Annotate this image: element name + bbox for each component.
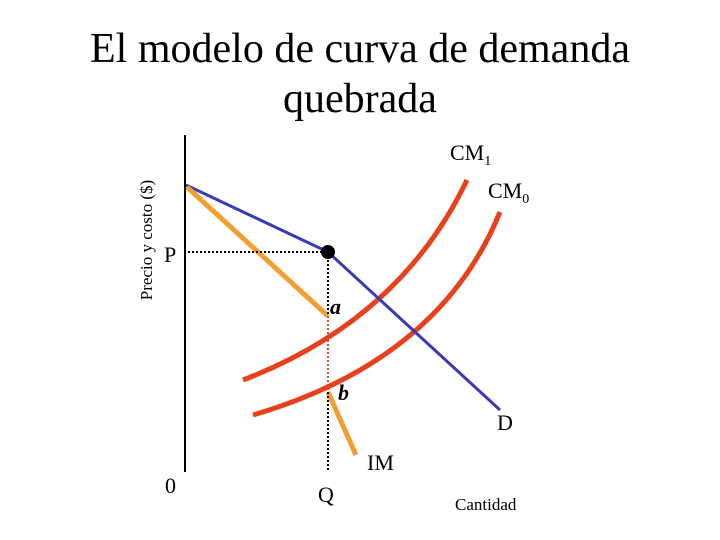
point-a: a	[330, 294, 341, 319]
mr-label: IM	[367, 450, 394, 475]
origin-label: 0	[165, 473, 176, 498]
cm0-label: CM0	[488, 178, 529, 207]
title-line: El modelo de curva de demanda	[90, 26, 630, 72]
kink-point	[321, 245, 335, 259]
demand-curve	[185, 183, 502, 412]
price-label: P	[164, 242, 176, 267]
title-line: quebrada	[283, 76, 437, 122]
x-axis-label: Cantidad	[455, 495, 517, 514]
cm1-curve	[242, 178, 470, 383]
cm1-label: CM1	[450, 140, 491, 169]
quantity-label: Q	[318, 482, 334, 507]
cm0-curve	[252, 211, 503, 418]
demand-label: D	[497, 410, 513, 435]
mr-lower	[325, 390, 359, 457]
y-axis-label: Precio y costo ($)	[137, 180, 156, 300]
point-b: b	[338, 380, 349, 405]
